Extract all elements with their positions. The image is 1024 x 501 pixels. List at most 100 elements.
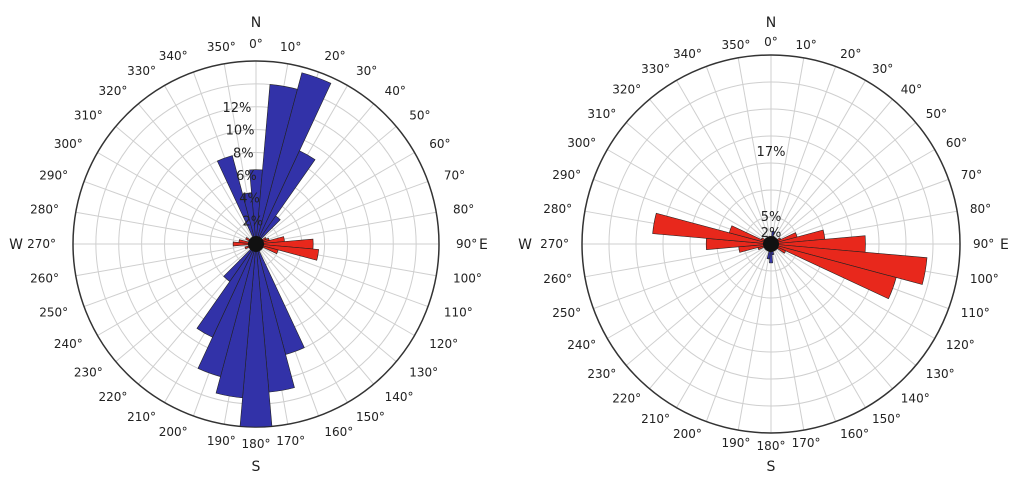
rose-sector (232, 241, 257, 247)
grid-spoke (607, 149, 772, 245)
angle-label: 40° (901, 82, 922, 96)
angle-label: 40° (385, 84, 406, 98)
ring-label: 4% (239, 192, 260, 207)
center-hub (763, 236, 779, 252)
angle-label: 20° (840, 47, 861, 61)
angle-label: 310° (74, 108, 103, 122)
grid-spoke (255, 125, 397, 245)
angle-label: 150° (872, 412, 901, 426)
grid-spoke (255, 243, 429, 308)
grid-spoke (770, 243, 866, 408)
cardinal-e: E (1000, 237, 1009, 253)
angle-label: 340° (673, 47, 702, 61)
rose-sector (216, 155, 257, 245)
angle-label: 150° (356, 410, 385, 424)
angle-label: 140° (901, 392, 930, 406)
grid-spoke (255, 152, 415, 245)
grid-spoke (593, 243, 772, 310)
ring-label: 8% (233, 146, 254, 161)
rose-sector (770, 243, 928, 285)
angle-label: 210° (641, 412, 670, 426)
angle-label: 220° (98, 390, 127, 404)
grid-spoke (607, 243, 772, 339)
angle-label: 280° (30, 202, 59, 216)
rose-sector (770, 243, 897, 300)
grid-spoke (737, 57, 772, 245)
angle-label: 260° (543, 272, 572, 286)
angle-label: 190° (721, 436, 750, 450)
grid-spoke (83, 243, 257, 308)
grid-spoke (255, 211, 437, 245)
angle-label: 50° (926, 107, 947, 121)
rose-sector (255, 72, 332, 245)
angle-label: 190° (207, 434, 236, 448)
grid-spoke (770, 243, 917, 366)
rose-sector (255, 150, 316, 245)
angle-label: 290° (39, 169, 68, 183)
grid-spoke (770, 243, 893, 390)
angle-label: 0° (249, 37, 263, 51)
angle-label: 100° (453, 272, 482, 286)
rose-sector (197, 243, 257, 377)
angle-label: 320° (612, 82, 641, 96)
angle-label: 330° (127, 64, 156, 78)
angle-label: 270° (540, 237, 569, 251)
rose-sector (215, 243, 257, 399)
ring-label: 12% (222, 101, 251, 116)
angle-label: 60° (429, 137, 450, 151)
angle-label: 80° (970, 202, 991, 216)
angle-label: 90° (456, 237, 477, 251)
ring-label: 10% (226, 124, 255, 139)
grid-spoke (649, 98, 772, 245)
angle-label: 350° (207, 40, 236, 54)
grid-spoke (625, 243, 772, 366)
cardinal-w: W (518, 237, 532, 253)
ring-label: 17% (757, 145, 786, 160)
grid-spoke (676, 80, 772, 245)
angle-label: 270° (27, 237, 56, 251)
grid-spoke (75, 211, 257, 245)
angle-label: 170° (792, 436, 821, 450)
cardinal-s: S (767, 459, 776, 475)
angle-label: 250° (39, 305, 68, 319)
rose-sector (239, 243, 273, 428)
angle-label: 180° (757, 439, 786, 453)
grid-spoke (770, 243, 935, 339)
grid-spoke (164, 85, 257, 245)
angle-label: 260° (30, 272, 59, 286)
grid-spoke (255, 243, 375, 385)
rose-sector (769, 243, 773, 264)
angle-label: 110° (444, 305, 473, 319)
cardinal-n: N (766, 15, 776, 31)
grid-spoke (255, 243, 415, 336)
angle-label: 90° (973, 237, 994, 251)
grid-spoke (770, 243, 837, 422)
grid-spoke (770, 149, 935, 245)
angle-label: 210° (127, 410, 156, 424)
angle-label: 320° (98, 84, 127, 98)
angle-label: 180° (242, 437, 271, 451)
angle-label: 120° (429, 337, 458, 351)
grid-spoke (770, 98, 893, 245)
rose-sector (196, 243, 257, 338)
center-hub (248, 236, 264, 252)
grid-spoke (83, 180, 257, 245)
angle-label: 330° (641, 62, 670, 76)
grid-spoke (770, 178, 949, 245)
angle-label: 160° (324, 425, 353, 439)
grid-spoke (770, 243, 805, 431)
angle-label: 220° (612, 392, 641, 406)
angle-label: 130° (926, 367, 955, 381)
rose-sector (728, 225, 772, 245)
angle-label: 200° (159, 425, 188, 439)
angle-label: 100° (970, 272, 999, 286)
grid-spoke (705, 66, 772, 245)
grid-spoke (770, 80, 866, 245)
angle-label: 120° (946, 338, 975, 352)
grid-spoke (75, 243, 257, 277)
rose-sector (223, 243, 257, 282)
grid-spoke (649, 243, 772, 390)
angle-label: 30° (356, 64, 377, 78)
ring-label: 5% (761, 210, 782, 225)
